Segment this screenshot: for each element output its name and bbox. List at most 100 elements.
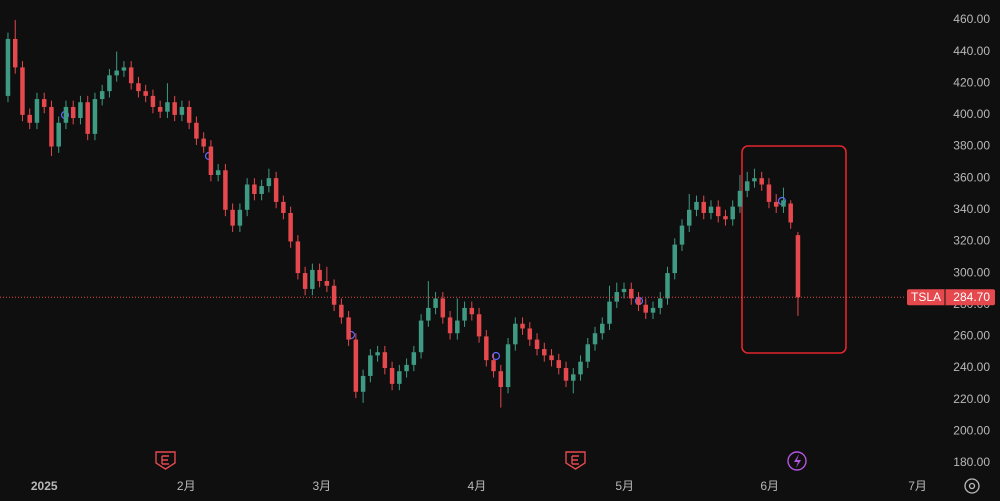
candle-body	[360, 375, 366, 392]
candle-body	[121, 67, 127, 71]
candle-body	[78, 102, 83, 119]
candle-body	[542, 349, 547, 356]
y-tick-label: 240.00	[953, 360, 990, 374]
candle-body	[404, 364, 409, 372]
candle-body	[694, 201, 699, 210]
candle-body	[114, 70, 119, 76]
candle-body	[650, 307, 656, 313]
x-tick-label: 4月	[468, 479, 487, 493]
highlight-box	[741, 145, 847, 354]
candle-body	[752, 178, 757, 182]
candle-body	[273, 178, 279, 202]
candle-body	[143, 91, 148, 96]
candle-body	[346, 317, 351, 340]
candle-body	[85, 102, 90, 134]
candle-body	[63, 106, 69, 123]
candle-body	[426, 307, 431, 321]
candle-body	[571, 374, 576, 381]
candle-body	[324, 281, 330, 286]
candle-body	[172, 102, 177, 115]
y-tick-label: 400.00	[953, 107, 990, 121]
candle-body	[440, 298, 446, 318]
candle-body	[317, 269, 322, 282]
x-tick-label: 3月	[312, 479, 331, 493]
candle-body	[795, 235, 801, 298]
candle-body	[353, 339, 359, 392]
y-tick-label: 320.00	[953, 234, 990, 248]
y-tick-label: 200.00	[953, 424, 990, 438]
y-tick-label: 360.00	[953, 170, 990, 184]
candle-body	[636, 298, 641, 305]
x-tick-label: 6月	[760, 479, 779, 493]
candle-body	[708, 206, 714, 213]
candle-body	[563, 368, 569, 381]
candle-body	[665, 273, 670, 299]
candle-body	[230, 209, 235, 226]
candle-body	[600, 323, 605, 334]
candle-body	[491, 360, 496, 372]
candle-body	[310, 269, 315, 289]
candle-body	[339, 304, 344, 318]
candle-body	[397, 371, 402, 384]
candle-body	[534, 339, 540, 350]
candle-body	[621, 288, 627, 293]
candle-body	[382, 352, 388, 369]
candle-body	[498, 371, 504, 388]
candle-body	[730, 206, 735, 220]
last-price-label: 284.70	[953, 290, 990, 304]
candle-body	[389, 368, 395, 384]
y-tick-label: 420.00	[953, 75, 990, 89]
candle-body	[266, 178, 272, 187]
candle-body	[49, 106, 54, 147]
candle-body	[455, 320, 460, 334]
candle-body	[237, 209, 243, 226]
candle-body	[375, 352, 380, 356]
candle-body	[484, 336, 489, 361]
candles	[5, 19, 801, 408]
candle-body	[781, 200, 786, 207]
candle-body	[592, 333, 598, 345]
ticker-label: TSLA	[911, 290, 941, 304]
candle-body	[331, 285, 337, 305]
candle-body	[773, 201, 779, 207]
candle-body	[186, 106, 192, 123]
candle-body	[715, 206, 721, 217]
y-tick-label: 440.00	[953, 44, 990, 58]
candle-body	[607, 301, 612, 324]
dividend-marker	[60, 110, 787, 361]
candle-body	[259, 186, 264, 194]
candle-body	[41, 99, 47, 107]
candle-body	[614, 292, 620, 302]
candle-body	[281, 201, 286, 213]
candle-body	[788, 203, 793, 223]
candle-body	[411, 352, 417, 365]
settings-icon[interactable]	[964, 478, 980, 494]
candle-body	[288, 212, 293, 242]
candle-body	[505, 344, 511, 388]
x-tick-label: 7月	[908, 479, 927, 493]
candle-body	[70, 106, 76, 119]
candle-body	[194, 122, 199, 139]
candle-body	[244, 184, 250, 210]
candle-body	[99, 91, 105, 100]
candle-body	[92, 99, 98, 134]
candle-body	[462, 307, 467, 321]
candle-body	[513, 323, 518, 345]
y-tick-label: 340.00	[953, 202, 990, 216]
candle-body	[433, 298, 438, 308]
candle-body	[179, 106, 185, 115]
y-tick-label: 180.00	[953, 455, 990, 469]
candle-body	[759, 178, 764, 185]
candle-body	[744, 181, 750, 191]
candle-body	[56, 122, 61, 147]
candle-body	[208, 146, 214, 175]
candle-body	[165, 102, 170, 112]
event-marker	[787, 451, 807, 471]
y-tick-label: 380.00	[953, 139, 990, 153]
candle-body	[368, 355, 373, 376]
candle-body	[201, 138, 206, 147]
candle-body	[556, 360, 562, 369]
candle-body	[20, 67, 25, 115]
candle-body	[549, 355, 554, 361]
